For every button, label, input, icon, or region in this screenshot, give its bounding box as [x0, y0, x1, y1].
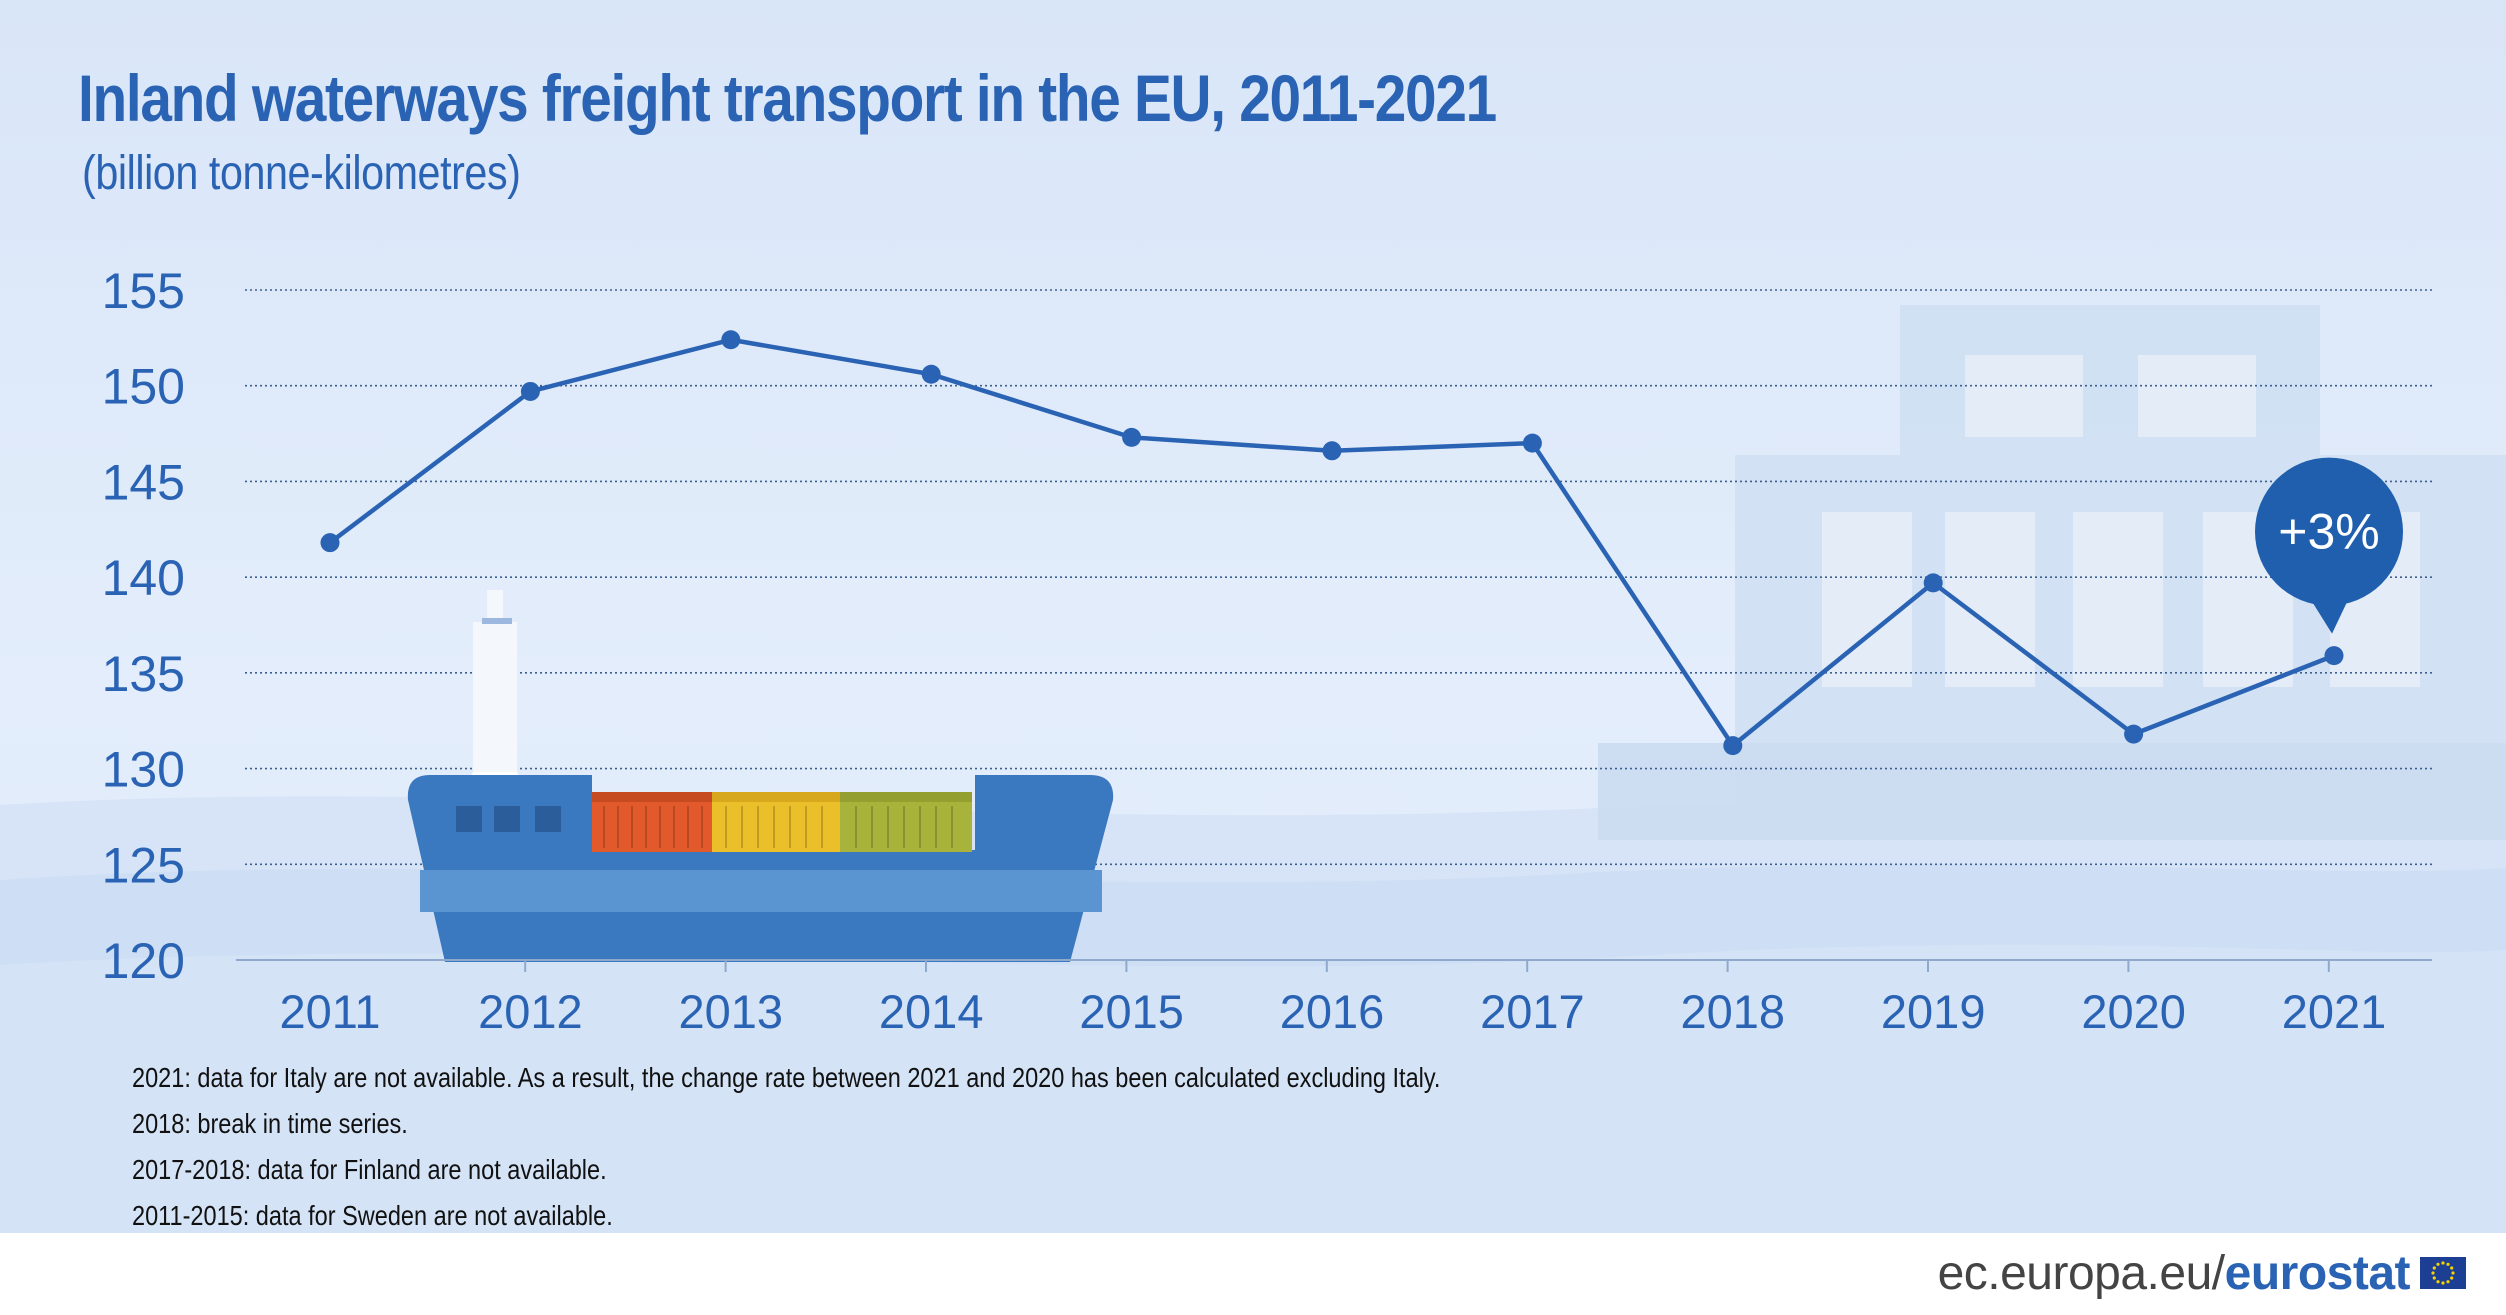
x-tick-label: 2021 [2282, 985, 2387, 1038]
y-tick-label: 130 [102, 742, 185, 798]
x-tick-label: 2016 [1280, 985, 1385, 1038]
brand-link[interactable]: ec.europa.eu/eurostat [1937, 1246, 2411, 1301]
callout-bubble [2255, 457, 2403, 606]
x-tick-label: 2020 [2081, 985, 2186, 1038]
eu-flag-icon [2420, 1257, 2466, 1289]
x-tick-label: 2013 [679, 985, 784, 1038]
data-point [320, 533, 340, 553]
footnote: 2018: break in time series. [132, 1108, 408, 1139]
x-tick-label: 2018 [1681, 985, 1786, 1038]
data-point [1723, 736, 1743, 756]
data-point [1122, 427, 1142, 447]
y-tick-label: 125 [102, 837, 185, 893]
y-tick-label: 150 [102, 359, 185, 415]
brand-name: eurostat [2224, 1246, 2411, 1300]
x-tick-label: 2012 [478, 985, 583, 1038]
y-tick-label: 140 [102, 550, 185, 606]
change-callout: +3% [2255, 457, 2403, 634]
footnote: 2021: data for Italy are not available. … [132, 1062, 1441, 1093]
building-illustration [1598, 305, 2506, 840]
chart-subtitle: (billion tonne-kilometres) [82, 147, 521, 200]
data-point [1522, 433, 1542, 453]
callout-label: +3% [2278, 504, 2379, 560]
data-point [520, 381, 540, 401]
y-tick-label: 155 [102, 263, 185, 319]
chart-title: Inland waterways freight transport in th… [78, 61, 1497, 135]
y-tick-label: 135 [102, 646, 185, 702]
footnotes: 2021: data for Italy are not available. … [132, 1055, 1440, 1233]
footnote: 2017-2018: data for Finland are not avai… [132, 1154, 607, 1185]
footnote: 2011-2015: data for Sweden are not avail… [132, 1200, 613, 1231]
brand-site: ec.europa.eu/ [1937, 1246, 2226, 1300]
x-axis [236, 959, 2432, 972]
x-tick-label: 2017 [1480, 985, 1585, 1038]
x-tick-label: 2019 [1881, 985, 1986, 1038]
eurostat-branding[interactable]: ec.europa.eu/eurostat [1937, 1246, 2466, 1301]
x-tick-label: 2011 [279, 985, 380, 1038]
x-tick-label: 2014 [879, 985, 984, 1038]
data-point [721, 330, 741, 350]
y-axis-tick-labels: 120 125 130 135 140 145 150 155 [102, 263, 185, 989]
callout-pointer [2307, 593, 2351, 634]
data-point [2124, 724, 2144, 744]
data-point [2324, 646, 2344, 666]
data-point [921, 364, 941, 384]
x-axis-tick-labels: 2011 2012 2013 2014 2015 2016 2017 2018 2019 2020… [279, 985, 2386, 1038]
data-point [1923, 573, 1943, 593]
y-tick-label: 120 [102, 933, 185, 989]
infographic-panel: Inland waterways freight transport in th… [0, 0, 2506, 1233]
ship-illustration [407, 590, 1114, 962]
x-tick-label: 2015 [1079, 985, 1184, 1038]
y-tick-label: 145 [102, 454, 185, 510]
series-line-group [320, 330, 2344, 756]
data-point [1322, 441, 1342, 461]
